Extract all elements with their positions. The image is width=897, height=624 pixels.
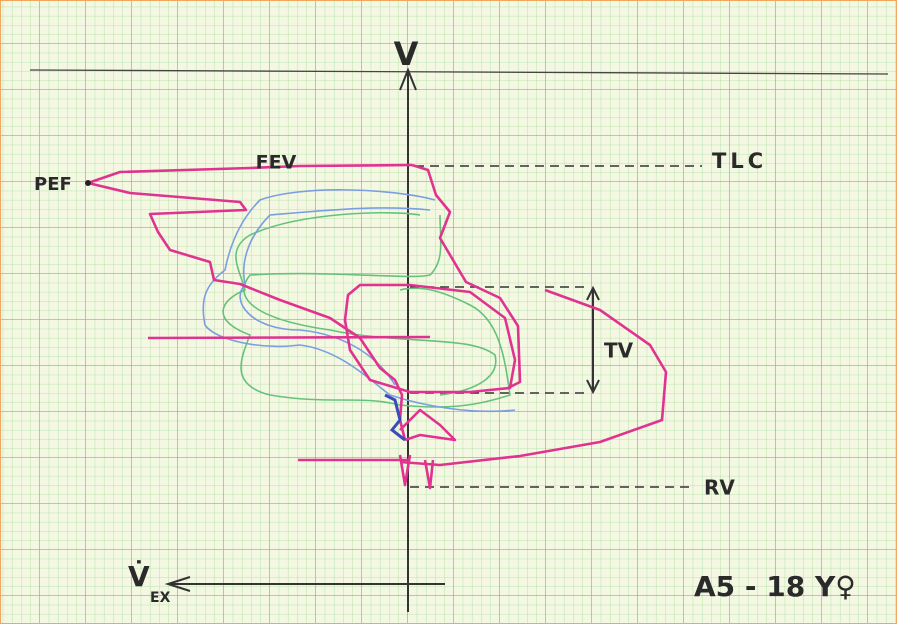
graph-paper-drawing: V FEV PEF TLC TV RV V̇ EX A5 - 18 Y♀: [0, 0, 897, 624]
pef-point: [85, 180, 91, 186]
rv-label: RV: [704, 476, 735, 500]
volume-label: V: [394, 35, 419, 73]
flow-subscript: EX: [150, 590, 171, 606]
fev-label: FEV: [256, 152, 297, 174]
grid: [0, 0, 897, 624]
tlc-label: TLC: [712, 149, 767, 173]
pef-label: PEF: [34, 174, 72, 195]
tv-label: TV: [604, 339, 634, 363]
annotation: A5 - 18 Y♀: [694, 570, 856, 603]
flow-label: V̇: [128, 560, 150, 593]
